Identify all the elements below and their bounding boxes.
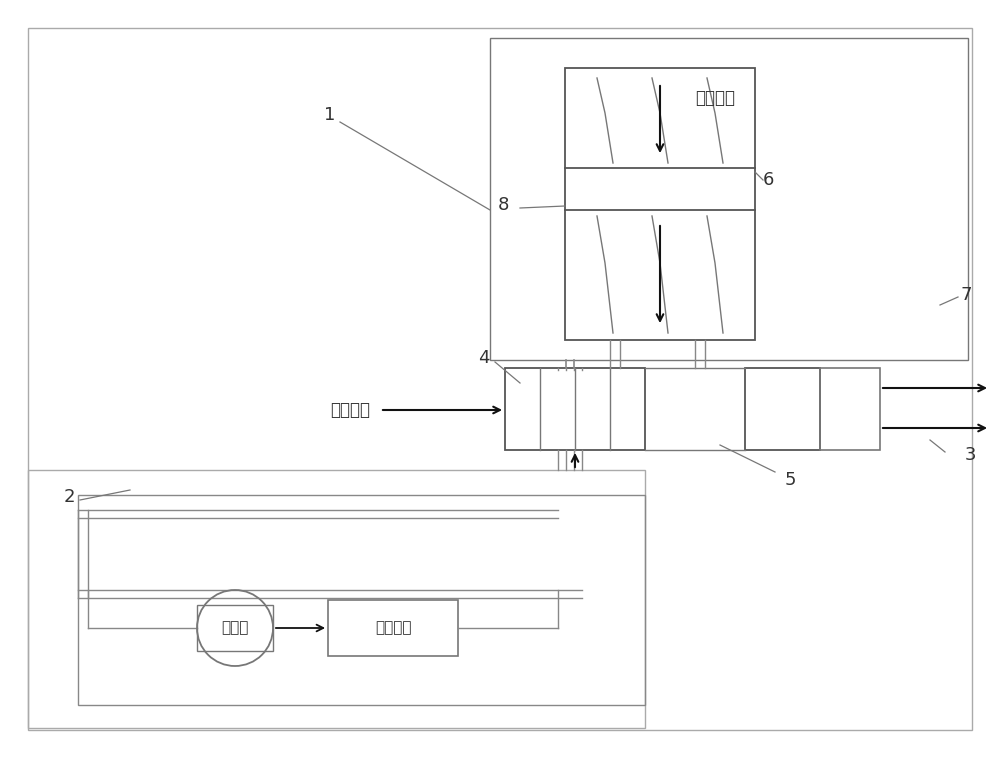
Text: 冲压空气: 冲压空气 <box>695 89 735 107</box>
Text: 8: 8 <box>498 196 509 214</box>
Bar <box>820 368 880 450</box>
Text: 2: 2 <box>64 488 75 506</box>
Bar <box>28 470 645 728</box>
Text: 电子设备: 电子设备 <box>375 621 411 635</box>
Bar <box>197 605 273 651</box>
Text: 1: 1 <box>324 106 336 124</box>
Bar <box>505 368 645 450</box>
Bar <box>78 495 645 705</box>
Text: 6: 6 <box>763 171 774 189</box>
Text: 3: 3 <box>965 446 976 464</box>
Text: 液体泵: 液体泵 <box>221 621 249 635</box>
Bar <box>745 368 820 450</box>
Text: 冲压空气: 冲压空气 <box>330 401 370 419</box>
Text: 5: 5 <box>785 471 796 489</box>
Text: 7: 7 <box>960 286 972 304</box>
Bar <box>490 38 968 360</box>
Bar <box>328 600 458 656</box>
Bar <box>565 68 755 340</box>
Text: 4: 4 <box>479 349 490 367</box>
